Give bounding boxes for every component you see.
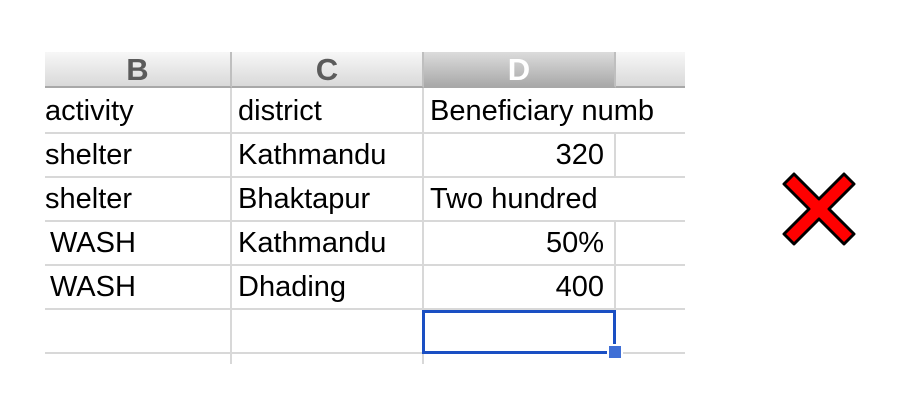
cell-b1[interactable]: activity [45,95,134,127]
cell-c1[interactable]: district [238,95,322,127]
grid-line [45,176,685,178]
grid-line [45,132,685,134]
cell-d1[interactable]: Beneficiary numb [430,95,655,127]
selected-cell-d6[interactable] [422,310,616,354]
fill-handle[interactable] [607,344,623,360]
cell-d2[interactable]: 320 [555,139,604,171]
cell-b5[interactable]: WASH [50,271,136,303]
cell-b4[interactable]: WASH [50,227,136,259]
grid-line [45,264,685,266]
cell-d3[interactable]: Two hundred [430,183,598,215]
grid-line [45,308,685,310]
red-x-icon [782,172,856,246]
column-header-b[interactable]: B [45,52,232,88]
cell-d5[interactable]: 400 [555,271,604,303]
column-header-e[interactable] [616,52,685,88]
grid-line [422,88,424,364]
grid-line [45,220,685,222]
grid-line [45,352,685,354]
column-header-c[interactable]: C [232,52,424,88]
cell-b6[interactable] [45,309,228,353]
grid-line [614,132,616,176]
grid-line [230,88,232,364]
column-header-d[interactable]: D [424,52,616,88]
cell-c5[interactable]: Dhading [238,271,347,303]
cell-b2[interactable]: shelter [45,139,133,171]
cell-c4[interactable]: Kathmandu [238,227,387,259]
spreadsheet-grid: B C D activity district Beneficiary numb… [45,52,685,364]
cell-c3[interactable]: Bhaktapur [238,183,371,215]
cell-c6[interactable] [238,309,418,353]
cell-c2[interactable]: Kathmandu [238,139,387,171]
cell-d4[interactable]: 50% [545,227,604,259]
cell-b3[interactable]: shelter [45,183,133,215]
